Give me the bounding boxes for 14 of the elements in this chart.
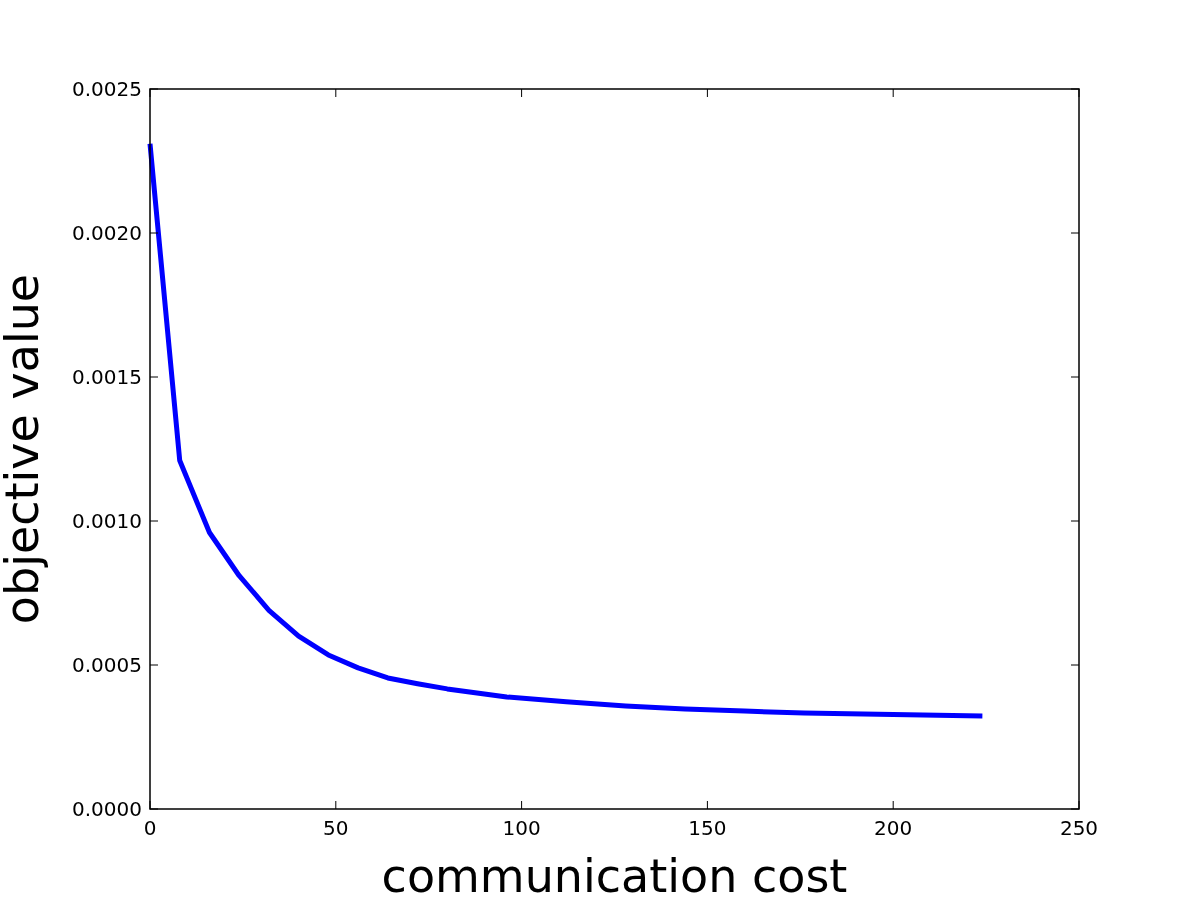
x-tick-label: 0 (143, 816, 157, 840)
y-tick-label: 0.0010 (72, 509, 142, 533)
x-tick-label: 100 (502, 816, 541, 840)
x-tick-label: 200 (874, 816, 913, 840)
x-axis-title: communication cost (381, 849, 848, 900)
x-tick-label: 50 (323, 816, 349, 840)
y-tick-label: 0.0005 (72, 653, 142, 677)
y-tick-label: 0.0025 (72, 77, 142, 101)
x-tick-label: 150 (688, 816, 727, 840)
y-tick-label: 0.0000 (72, 797, 142, 821)
y-tick-label: 0.0020 (72, 221, 142, 245)
x-tick-label: 250 (1059, 816, 1099, 840)
y-axis-title: objective value (0, 273, 49, 625)
y-tick-label: 0.0015 (72, 365, 142, 389)
